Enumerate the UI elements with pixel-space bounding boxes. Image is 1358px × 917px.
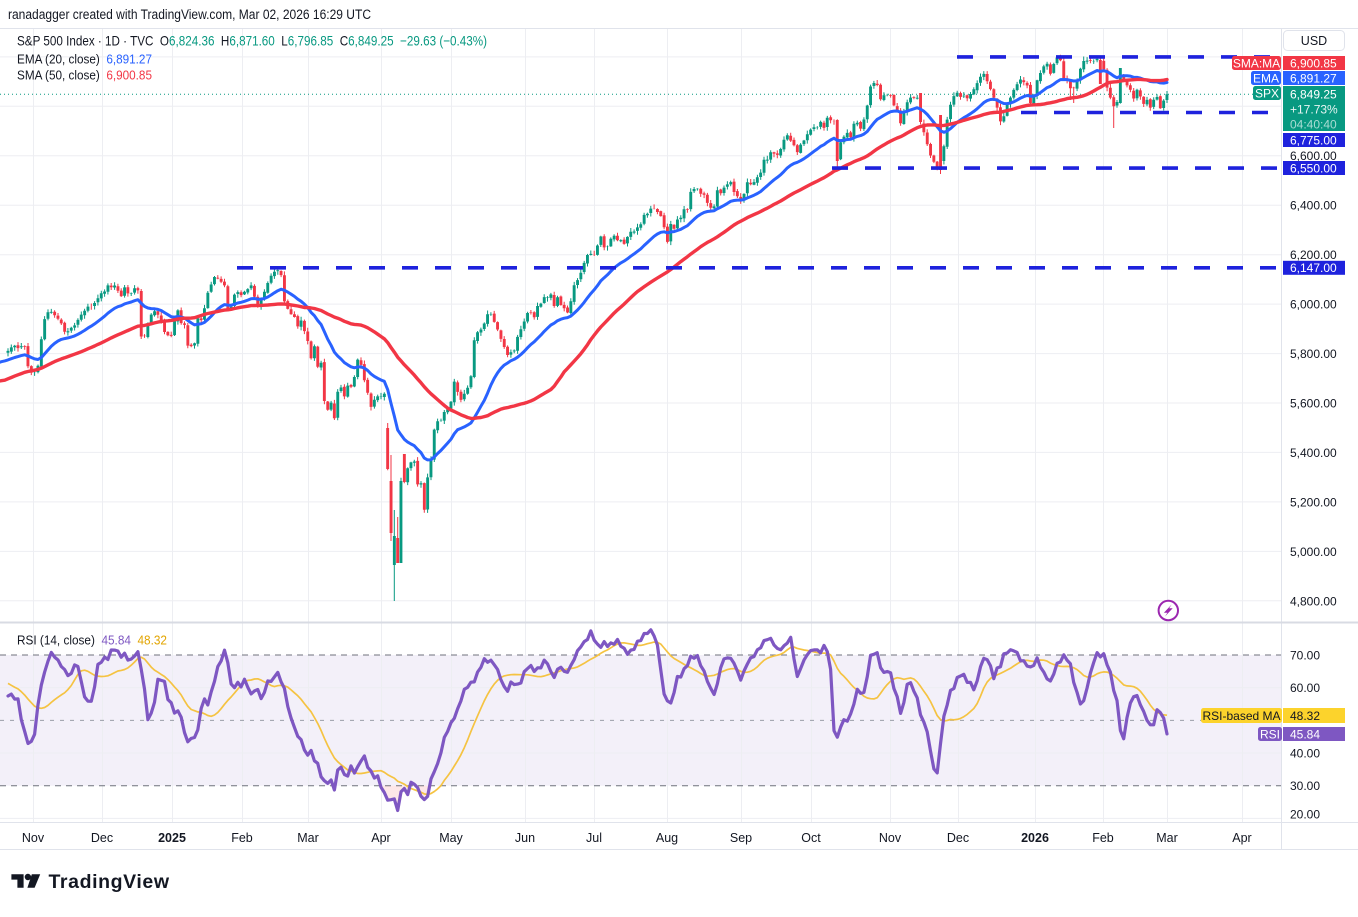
svg-text:USD: USD xyxy=(1301,34,1327,48)
svg-text:Feb: Feb xyxy=(1092,831,1114,845)
svg-text:Dec: Dec xyxy=(947,831,969,845)
svg-text:Mar: Mar xyxy=(1156,831,1178,845)
svg-text:Nov: Nov xyxy=(22,831,45,845)
svg-text:6,891.27: 6,891.27 xyxy=(1290,71,1337,85)
svg-text:6,600.00: 6,600.00 xyxy=(1290,149,1337,163)
svg-text:RSI: RSI xyxy=(1260,727,1280,741)
svg-text:Aug: Aug xyxy=(656,831,678,845)
svg-text:Oct: Oct xyxy=(801,831,821,845)
svg-text:4,800.00: 4,800.00 xyxy=(1290,594,1337,608)
svg-text:5,600.00: 5,600.00 xyxy=(1290,397,1337,411)
svg-text:48.32: 48.32 xyxy=(1290,709,1320,723)
svg-text:6,400.00: 6,400.00 xyxy=(1290,199,1337,213)
svg-text:2025: 2025 xyxy=(158,831,186,845)
svg-text:6,000.00: 6,000.00 xyxy=(1290,298,1337,312)
svg-text:RSI-based MA: RSI-based MA xyxy=(1202,709,1280,723)
svg-text:Apr: Apr xyxy=(1232,831,1251,845)
svg-text:6,849.25: 6,849.25 xyxy=(1290,87,1337,101)
svg-text:40.00: 40.00 xyxy=(1290,747,1320,761)
svg-text:5,200.00: 5,200.00 xyxy=(1290,495,1337,509)
svg-text:04:40:40: 04:40:40 xyxy=(1290,117,1337,131)
svg-text:60.00: 60.00 xyxy=(1290,681,1320,695)
svg-text:SMA:MA: SMA:MA xyxy=(1233,56,1280,70)
svg-text:+17.73%: +17.73% xyxy=(1290,102,1338,116)
svg-text:Mar: Mar xyxy=(297,831,319,845)
svg-text:Jun: Jun xyxy=(515,831,535,845)
svg-text:6,550.00: 6,550.00 xyxy=(1290,161,1337,175)
svg-text:EMA (20, close) 6,891.27: EMA (20, close) 6,891.27 xyxy=(17,52,152,67)
svg-text:Sep: Sep xyxy=(730,831,752,845)
svg-text:Jul: Jul xyxy=(586,831,602,845)
svg-text:May: May xyxy=(439,831,463,845)
svg-text:2026: 2026 xyxy=(1021,831,1049,845)
svg-text:ranadagger created with Tradin: ranadagger created with TradingView.com,… xyxy=(8,7,371,22)
svg-text:Feb: Feb xyxy=(231,831,253,845)
svg-text:TradingView: TradingView xyxy=(49,871,170,893)
svg-text:70.00: 70.00 xyxy=(1290,649,1320,663)
svg-text:6,147.00: 6,147.00 xyxy=(1290,261,1337,275)
svg-text:EMA: EMA xyxy=(1253,71,1279,85)
svg-text:5,000.00: 5,000.00 xyxy=(1290,545,1337,559)
svg-text:6,775.00: 6,775.00 xyxy=(1290,133,1337,147)
svg-text:5,800.00: 5,800.00 xyxy=(1290,347,1337,361)
svg-text:RSI (14, close) 45.84 48.32: RSI (14, close) 45.84 48.32 xyxy=(17,633,167,648)
svg-text:20.00: 20.00 xyxy=(1290,807,1320,821)
svg-text:Dec: Dec xyxy=(91,831,113,845)
svg-text:S&P 500 Index · 1D · TVC O6,8: S&P 500 Index · 1D · TVC O6,824.36 H6,87… xyxy=(17,33,487,49)
svg-text:5,400.00: 5,400.00 xyxy=(1290,446,1337,460)
svg-text:6,200.00: 6,200.00 xyxy=(1290,248,1337,262)
svg-text:SMA (50, close) 6,900.85: SMA (50, close) 6,900.85 xyxy=(17,68,152,83)
svg-text:Apr: Apr xyxy=(371,831,390,845)
svg-text:SPX: SPX xyxy=(1255,86,1279,100)
svg-text:Nov: Nov xyxy=(879,831,902,845)
svg-text:45.84: 45.84 xyxy=(1290,727,1320,741)
svg-text:30.00: 30.00 xyxy=(1290,779,1320,793)
svg-text:6,900.85: 6,900.85 xyxy=(1290,56,1337,70)
